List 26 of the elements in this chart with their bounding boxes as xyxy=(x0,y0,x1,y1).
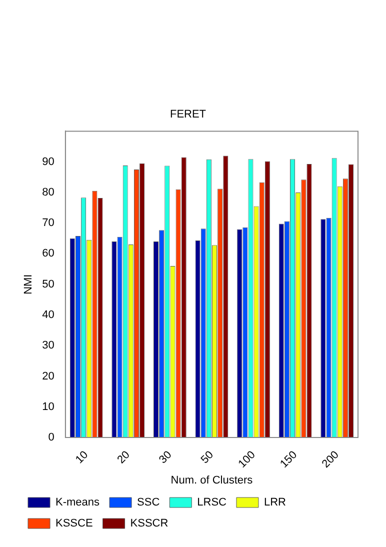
y-tick-label: 40 xyxy=(42,309,54,322)
x-tick-label: 50 xyxy=(198,448,216,466)
y-tick-label: 60 xyxy=(42,248,54,260)
x-tick-label: 20 xyxy=(115,448,132,466)
x-tick-label: 10 xyxy=(73,448,91,466)
x-axis-title: Num. of Clusters xyxy=(170,474,254,486)
legend-label: SSC xyxy=(137,496,160,509)
x-tick-label: 30 xyxy=(157,448,174,466)
legend-label: LRR xyxy=(264,496,286,509)
y-tick-label: 0 xyxy=(48,432,54,444)
legend-label: LRSC xyxy=(197,496,227,509)
y-tick-label: 10 xyxy=(42,400,54,413)
legend-label: KSSCR xyxy=(130,518,168,530)
y-tick-label: 70 xyxy=(42,217,54,230)
y-tick-label: 20 xyxy=(42,370,54,382)
legend-label: K-means xyxy=(56,496,100,509)
y-tick-label: 50 xyxy=(42,278,54,290)
y-tick-label: 30 xyxy=(42,340,54,352)
legend-label: KSSCE xyxy=(56,518,93,530)
y-tick-label: 90 xyxy=(42,156,54,168)
y-axis-title: NMI xyxy=(22,274,35,294)
x-tick-label: 100 xyxy=(236,448,258,470)
chart-title: FERET xyxy=(170,108,206,121)
x-tick-label: 200 xyxy=(320,448,342,470)
x-tick-label: 150 xyxy=(278,448,300,470)
y-tick-label: 80 xyxy=(42,186,54,198)
